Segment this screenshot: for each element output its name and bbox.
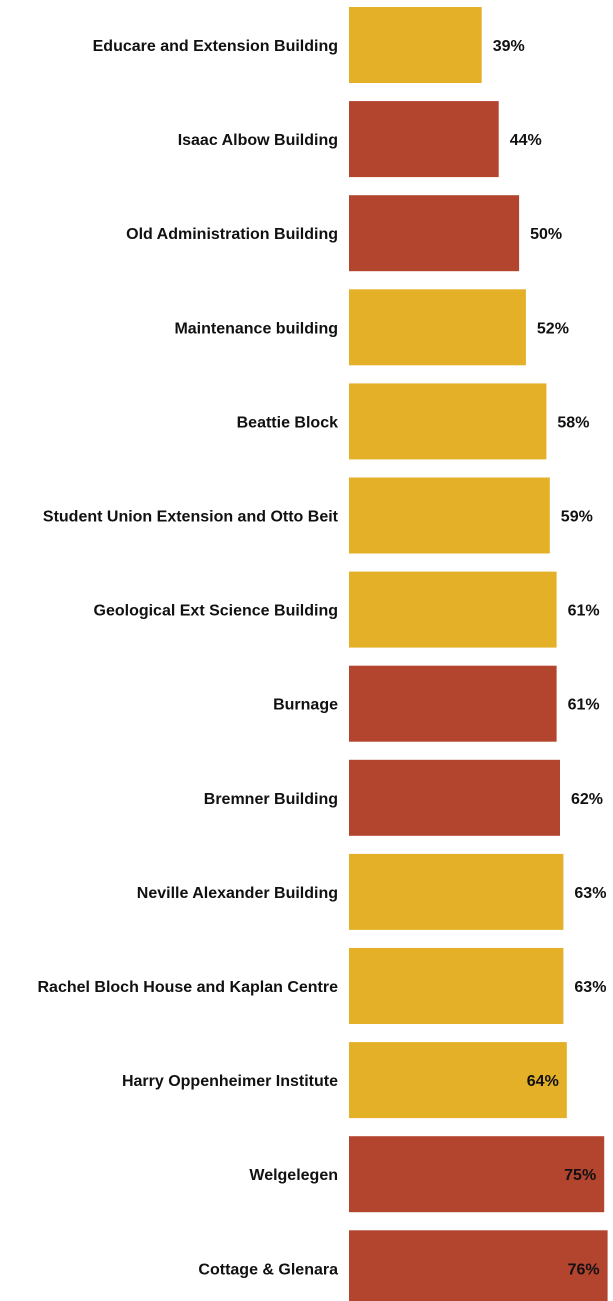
bar-1	[349, 7, 482, 83]
bar-8	[349, 665, 557, 742]
value-label-12: 64%	[527, 1073, 559, 1090]
labels-layer: Educare and Extension Building 39% Isaac A…	[37, 38, 606, 1278]
value-label-10: 63%	[574, 885, 606, 902]
value-label-1: 39%	[493, 38, 525, 55]
category-label-8: Burnage	[273, 697, 338, 714]
category-label-10: Neville Alexander Building	[137, 885, 338, 902]
bar-11	[349, 948, 564, 1024]
category-label-6: Student Union Extension and Otto Beit	[43, 509, 339, 526]
category-label-4: Maintenance building	[174, 320, 338, 337]
bar-6	[349, 477, 550, 554]
category-label-14: Cottage & Glenara	[198, 1261, 338, 1278]
value-label-9: 62%	[571, 791, 603, 808]
bar-12	[349, 1042, 567, 1119]
category-label-11: Rachel Bloch House and Kaplan Centre	[37, 979, 338, 996]
value-label-6: 59%	[561, 509, 593, 526]
bar-4	[349, 289, 526, 366]
category-label-5: Beattie Block	[237, 414, 338, 431]
bar-5	[349, 383, 547, 460]
category-label-13: Welgelegen	[249, 1167, 338, 1184]
bar-7	[349, 571, 557, 648]
category-label-3: Old Administration Building	[126, 226, 338, 243]
bar-13	[349, 1136, 605, 1213]
bar-14	[349, 1230, 608, 1301]
category-label-9: Bremner Building	[204, 791, 338, 808]
value-label-11: 63%	[574, 979, 606, 996]
bar-10	[349, 853, 564, 930]
value-label-4: 52%	[537, 320, 569, 337]
value-label-3: 50%	[530, 226, 562, 243]
value-label-8: 61%	[568, 697, 600, 714]
value-label-13: 75%	[564, 1167, 596, 1184]
value-label-2: 44%	[510, 132, 542, 149]
value-label-7: 61%	[568, 603, 600, 620]
bar-9	[349, 759, 560, 836]
value-label-5: 58%	[557, 414, 589, 431]
bar-2	[349, 101, 499, 178]
bar-3	[349, 195, 520, 272]
category-label-12: Harry Oppenheimer Institute	[122, 1073, 338, 1090]
value-label-14: 76%	[568, 1261, 600, 1278]
bars-layer	[349, 7, 608, 1301]
category-label-1: Educare and Extension Building	[93, 38, 338, 55]
category-label-7: Geological Ext Science Building	[94, 603, 339, 620]
category-label-2: Isaac Albow Building	[178, 132, 338, 149]
